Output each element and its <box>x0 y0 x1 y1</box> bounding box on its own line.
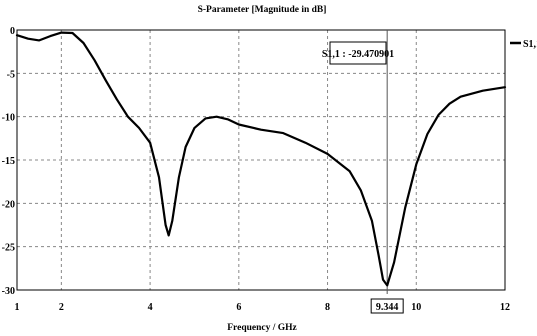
x-tick-label: 6 <box>236 302 241 313</box>
y-tick-label: -5 <box>7 69 15 80</box>
marker-x-box <box>370 298 404 314</box>
x-tick-label: 8 <box>325 302 330 313</box>
x-tick-label: 10 <box>411 302 421 313</box>
x-tick-label: 4 <box>148 302 153 313</box>
y-tick-label: -10 <box>2 113 15 124</box>
marker-readout: S1,1 : -29.470901 <box>322 41 394 65</box>
marker-x-label: 9.344 <box>376 302 399 313</box>
x-axis-ticks: 1 2 4 6 8 10 12 <box>15 302 511 313</box>
y-tick-label: 0 <box>10 26 15 37</box>
y-axis-ticks: 0 -5 -10 -15 -20 -25 -30 <box>2 26 15 297</box>
x-tick-label: 1 <box>15 302 20 313</box>
plot-frame <box>16 29 506 291</box>
y-tick-label: -30 <box>2 286 15 297</box>
marker-readout-box <box>329 41 387 65</box>
legend-label-s11: S1,1 <box>523 39 537 50</box>
grid <box>17 30 505 290</box>
x-tick-label: 12 <box>500 302 510 313</box>
chart-title: S-Parameter [Magnitude in dB] <box>198 5 327 15</box>
series-group <box>15 31 507 287</box>
y-tick-label: -25 <box>2 243 15 254</box>
y-tick-label: -20 <box>2 199 15 210</box>
x-tick-label: 2 <box>59 302 64 313</box>
series-line-0 <box>15 31 507 287</box>
marker-readout-text: S1,1 : -29.470901 <box>322 49 394 60</box>
marker-x-readout: 9.344 <box>370 298 404 314</box>
legend: S1,1 <box>510 39 537 50</box>
x-axis-label: Frequency / GHz <box>227 323 297 333</box>
y-tick-label: -15 <box>2 156 15 167</box>
